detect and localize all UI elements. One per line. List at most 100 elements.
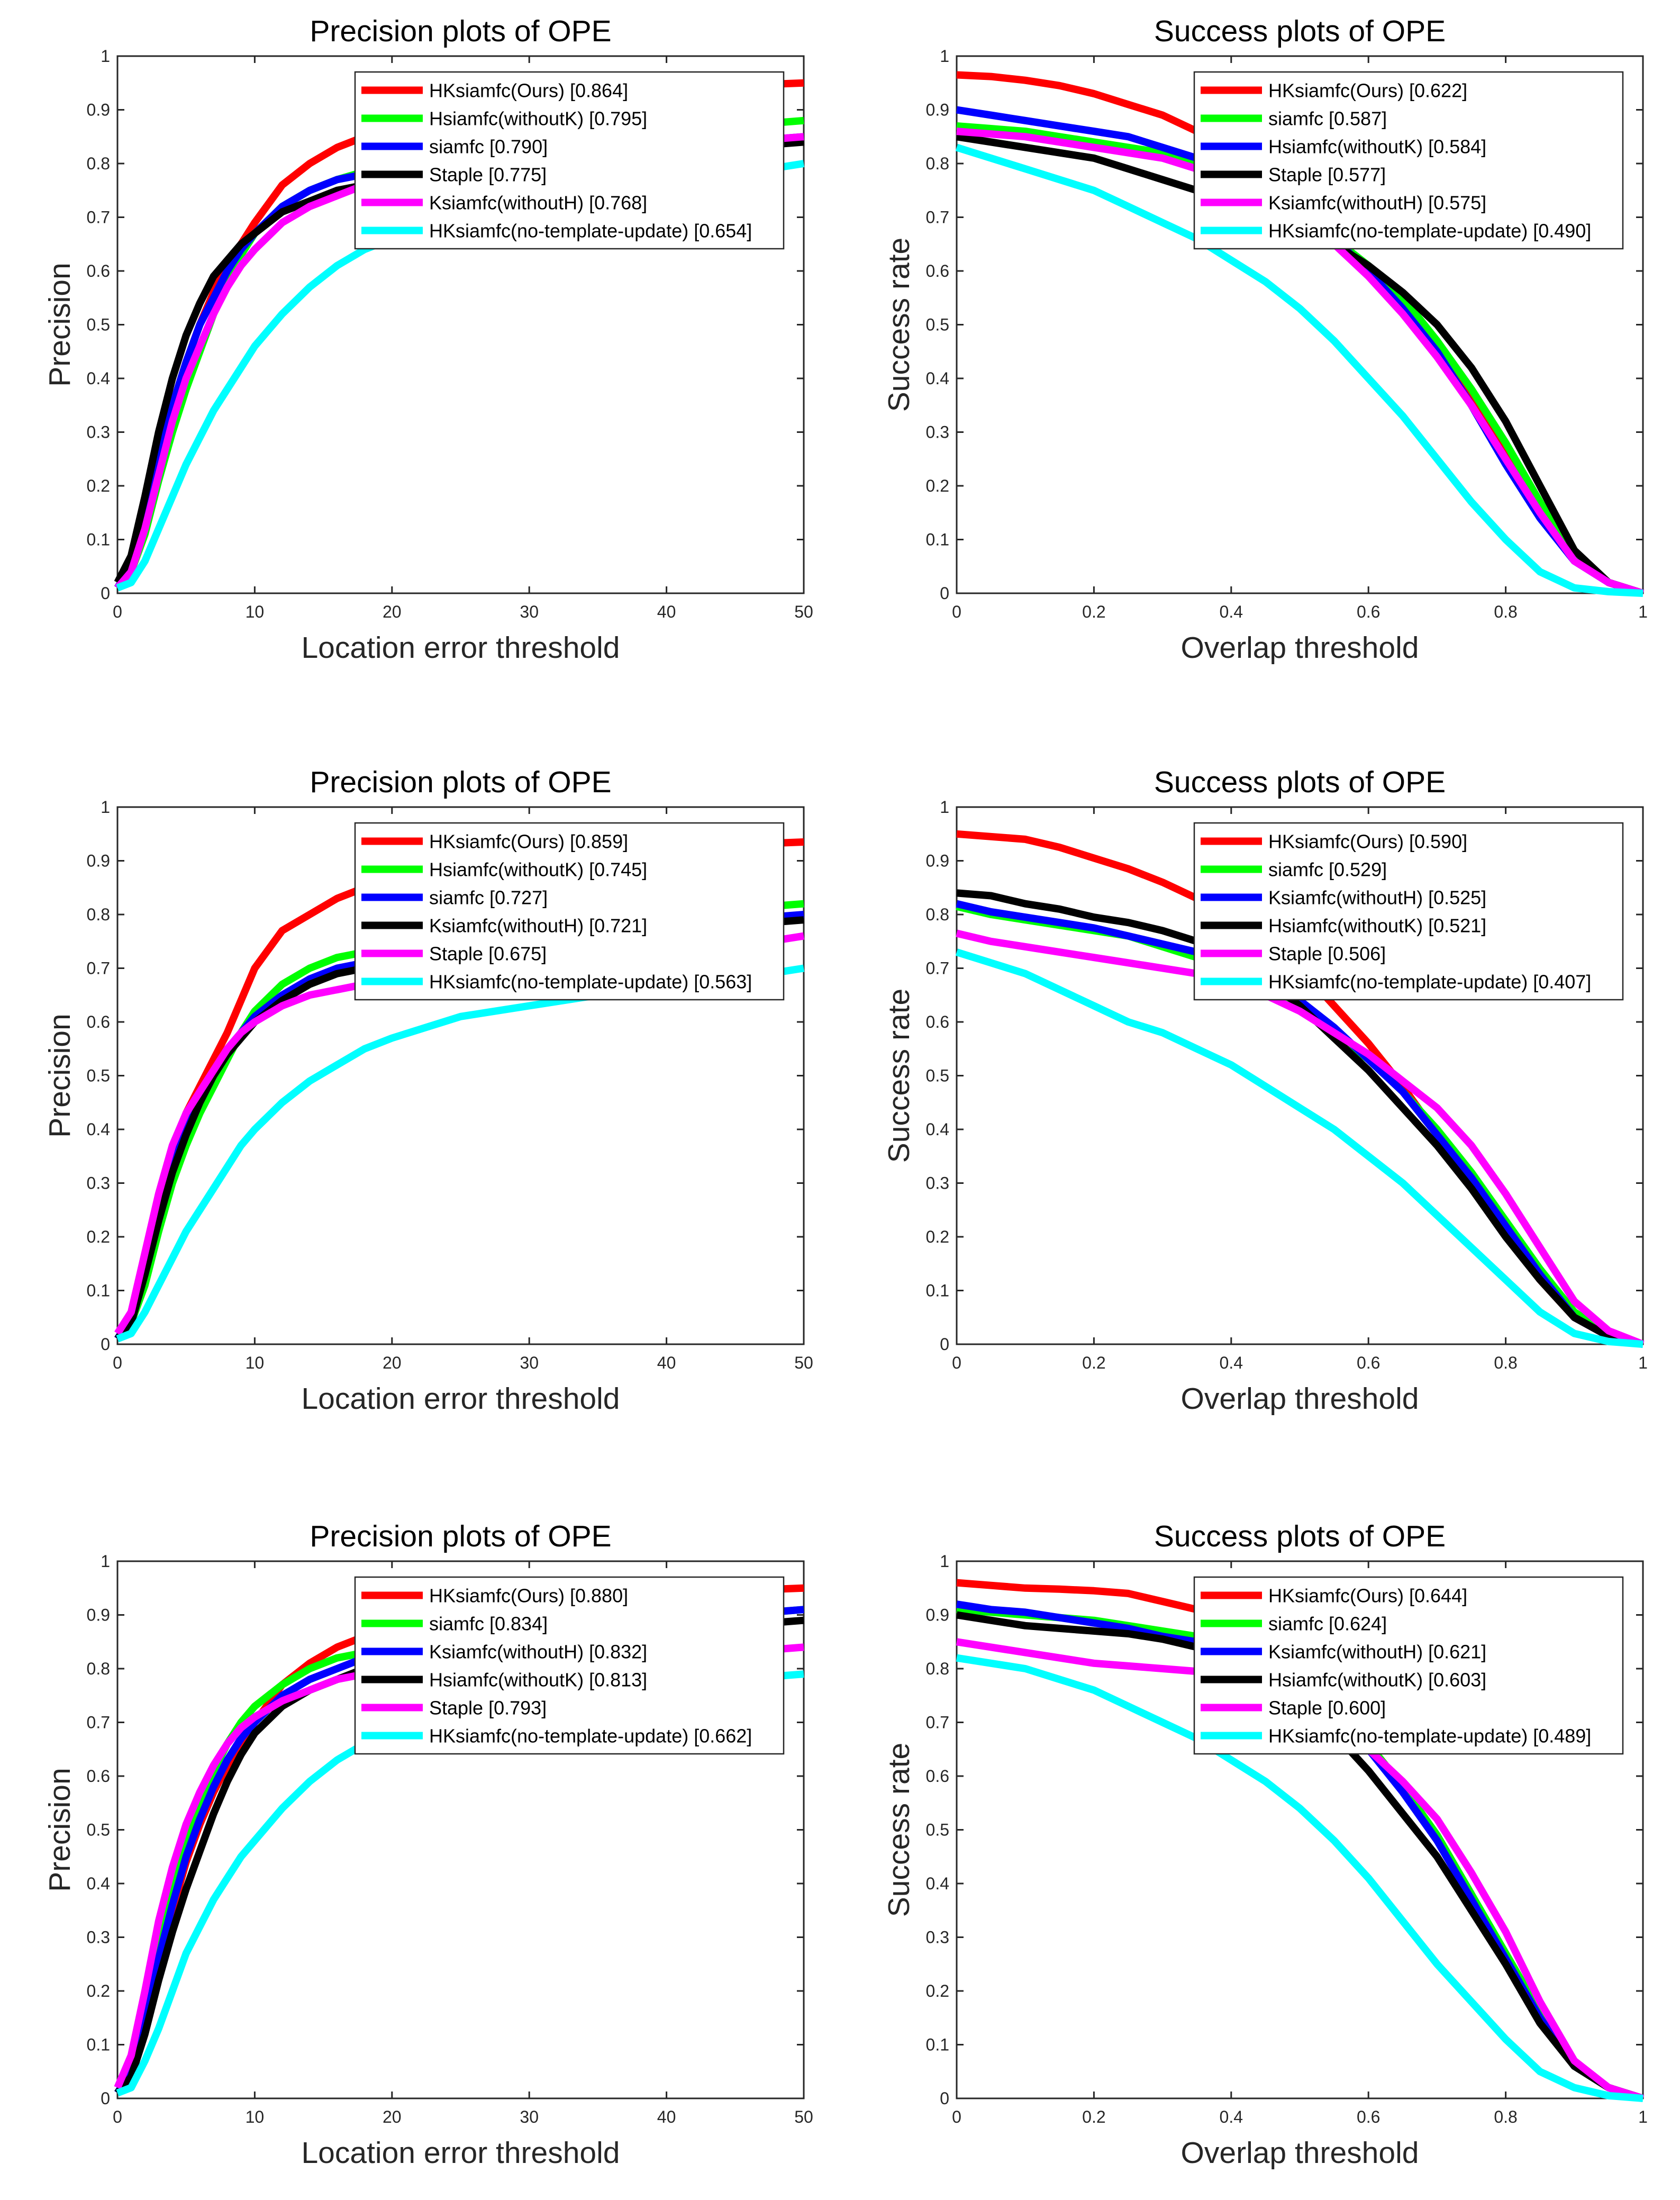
- y-tick-label: 1: [101, 47, 110, 66]
- legend-entry: HKsiamfc(no-template-update) [0.654]: [429, 220, 752, 242]
- y-tick-label: 0.8: [87, 905, 110, 924]
- x-axis-label: Overlap threshold: [1181, 1382, 1419, 1416]
- x-tick-label: 30: [520, 1353, 539, 1372]
- legend-entry: HKsiamfc(no-template-update) [0.489]: [1268, 1725, 1591, 1747]
- x-axis-label: Location error threshold: [301, 631, 620, 665]
- x-tick-label: 0.4: [1220, 1353, 1243, 1372]
- y-tick-label: 0.3: [926, 1928, 949, 1947]
- x-tick-label: 40: [657, 1353, 676, 1372]
- chart-title: Success plots of OPE: [1154, 14, 1446, 48]
- y-tick-label: 0.5: [926, 315, 949, 334]
- x-tick-label: 0.2: [1082, 1353, 1105, 1372]
- y-tick-label: 0.3: [87, 1928, 110, 1947]
- y-tick-label: 0.5: [87, 1066, 110, 1085]
- x-axis-label: Overlap threshold: [1181, 2136, 1419, 2170]
- y-tick-label: 0: [101, 584, 110, 603]
- x-tick-label: 0: [113, 2107, 122, 2126]
- chart-title: Precision plots of OPE: [310, 14, 611, 48]
- legend-entry: Ksiamfc(withoutH) [0.525]: [1268, 887, 1486, 909]
- legend-entry: HKsiamfc(Ours) [0.590]: [1268, 831, 1467, 853]
- legend-entry: Staple [0.675]: [429, 943, 547, 965]
- x-tick-label: 30: [520, 602, 539, 621]
- y-tick-label: 1: [940, 47, 949, 66]
- legend-entry: Staple [0.793]: [429, 1697, 547, 1719]
- x-tick-label: 10: [246, 2107, 265, 2126]
- y-tick-label: 0.1: [87, 1281, 110, 1300]
- y-tick-label: 0.8: [87, 1659, 110, 1678]
- legend: HKsiamfc(Ours) [0.644] siamfc [0.624] Ksia…: [1193, 1576, 1624, 1755]
- y-tick-label: 0.5: [926, 1066, 949, 1085]
- y-tick-label: 0.8: [87, 154, 110, 173]
- legend-entry: HKsiamfc(Ours) [0.880]: [429, 1585, 628, 1607]
- x-axis-label: Location error threshold: [301, 2136, 620, 2170]
- chart-panel-6: 0 0.1 0.2 0.3 0.4 0.5 0.6 0.7 0.8 0.9 1 0 0.2 0.4 0.6 0…: [882, 1519, 1648, 2170]
- series-line-5: [956, 929, 1645, 1348]
- x-tick-label: 30: [520, 2107, 539, 2126]
- y-axis-label: Success rate: [882, 1743, 916, 1917]
- y-tick-label: 0.9: [87, 1606, 110, 1625]
- legend-entry: HKsiamfc(Ours) [0.644]: [1268, 1585, 1467, 1607]
- x-tick-label: 0.4: [1220, 2107, 1243, 2126]
- y-tick-label: 1: [101, 798, 110, 817]
- legend-entry: HKsiamfc(no-template-update) [0.662]: [429, 1725, 752, 1747]
- legend: HKsiamfc(Ours) [0.590] siamfc [0.529] Ksia…: [1193, 822, 1624, 1001]
- y-tick-label: 0.4: [926, 1120, 949, 1139]
- legend-entry: siamfc [0.624]: [1268, 1613, 1387, 1635]
- chart-title: Precision plots of OPE: [310, 765, 611, 799]
- y-tick-label: 0.2: [926, 476, 949, 495]
- y-tick-label: 0.5: [926, 1821, 949, 1840]
- y-tick-label: 0.9: [926, 852, 949, 871]
- series-line-6: [956, 1654, 1643, 2102]
- y-axis-label: Precision: [43, 1013, 77, 1137]
- x-tick-label: 20: [383, 2107, 402, 2126]
- legend-entry: HKsiamfc(no-template-update) [0.407]: [1268, 971, 1591, 993]
- y-tick-label: 0.2: [87, 476, 110, 495]
- chart-panel-4: 0 0.1 0.2 0.3 0.4 0.5 0.6 0.7 0.8 0.9 1 0 0.2 0.4 0.6 0…: [882, 765, 1648, 1416]
- legend-entry: HKsiamfc(Ours) [0.864]: [429, 80, 628, 102]
- y-tick-label: 0.8: [926, 154, 949, 173]
- legend-entry: Staple [0.600]: [1268, 1697, 1386, 1719]
- y-tick-label: 0.3: [926, 1174, 949, 1193]
- y-tick-label: 0: [940, 2089, 949, 2108]
- y-tick-label: 0.3: [926, 423, 949, 442]
- y-tick-label: 0.2: [926, 1227, 949, 1246]
- y-tick-label: 0.7: [926, 959, 949, 978]
- y-tick-label: 0: [940, 1335, 949, 1354]
- x-tick-label: 1: [1638, 1353, 1648, 1372]
- x-axis-label: Overlap threshold: [1181, 631, 1419, 665]
- series-line-6: [116, 964, 805, 1343]
- y-tick-label: 0.7: [87, 959, 110, 978]
- x-tick-label: 0.6: [1357, 2107, 1380, 2126]
- y-tick-label: 0.6: [926, 1767, 949, 1786]
- y-tick-label: 0.1: [926, 1281, 949, 1300]
- x-tick-label: 0.8: [1494, 2107, 1517, 2126]
- chart-title: Success plots of OPE: [1154, 765, 1446, 799]
- y-tick-label: 0: [101, 1335, 110, 1354]
- x-tick-label: 0.8: [1494, 1353, 1517, 1372]
- chart-panel-3: 00.10.20.30.40.50.60.70.80.910 10 20 30 40 50…: [43, 765, 813, 1416]
- y-tick-label: 0.8: [926, 1659, 949, 1678]
- legend-entry: siamfc [0.834]: [429, 1613, 548, 1635]
- legend-entry: Ksiamfc(withoutH) [0.621]: [1268, 1641, 1486, 1663]
- x-tick-label: 0.2: [1082, 2107, 1105, 2126]
- legend-entry: siamfc [0.790]: [429, 136, 548, 158]
- y-tick-label: 0.4: [926, 1874, 949, 1893]
- legend-entry: Hsiamfc(withoutK) [0.745]: [429, 859, 647, 881]
- y-tick-label: 0: [940, 584, 949, 603]
- x-tick-label: 10: [246, 602, 265, 621]
- legend: HKsiamfc(Ours) [0.880] siamfc [0.834] Ksia…: [354, 1576, 785, 1755]
- x-tick-label: 50: [794, 602, 813, 621]
- legend-entry: Hsiamfc(withoutK) [0.603]: [1268, 1669, 1486, 1691]
- legend-entry: HKsiamfc(Ours) [0.622]: [1268, 80, 1467, 102]
- legend-entry: Staple [0.775]: [429, 164, 547, 186]
- y-tick-label: 1: [940, 1552, 949, 1571]
- x-tick-label: 0.2: [1082, 602, 1105, 621]
- x-axis-label: Location error threshold: [301, 1382, 620, 1416]
- y-tick-label: 0.2: [926, 1981, 949, 2000]
- chart-title: Precision plots of OPE: [310, 1519, 611, 1553]
- legend-entry: Staple [0.506]: [1268, 943, 1386, 965]
- legend-box: [354, 71, 785, 250]
- y-tick-label: 0.1: [87, 530, 110, 549]
- y-tick-label: 0.7: [87, 1713, 110, 1732]
